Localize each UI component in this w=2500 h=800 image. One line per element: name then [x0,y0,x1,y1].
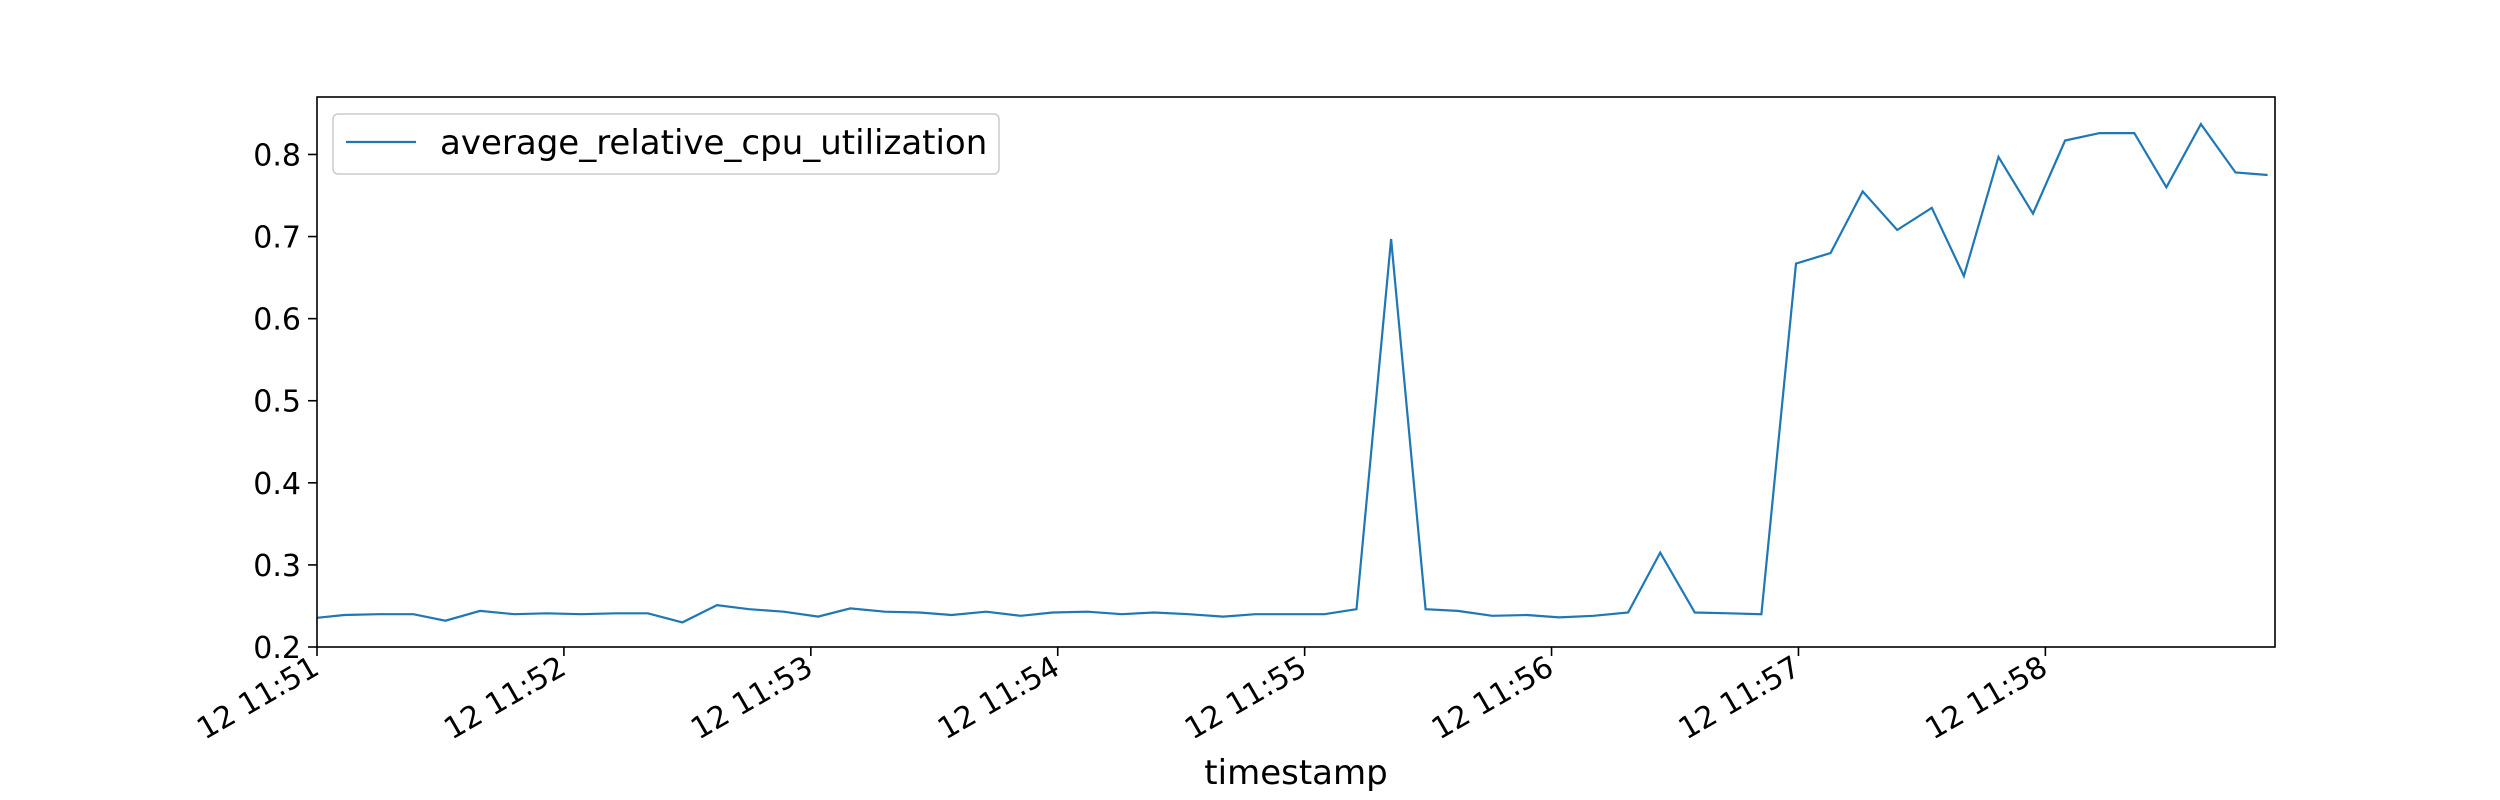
x-tick-label: 12 11:53 [685,650,819,747]
y-tick-label: 0.8 [253,138,301,173]
series-line-average-relative-cpu-utilization [317,122,2268,624]
legend: average_relative_cpu_utilization [332,113,1000,175]
y-tick-label: 0.7 [253,221,301,256]
axes-frame [316,96,2276,648]
x-axis-title: timestamp [1204,753,1387,793]
x-tick-label: 12 11:54 [932,650,1066,747]
y-tick-label: 0.6 [253,303,301,338]
plot-area [316,96,2276,648]
y-tick-label: 0.5 [253,385,301,420]
x-tick-label: 12 11:55 [1179,650,1313,747]
x-tick-label: 12 11:57 [1673,650,1807,747]
y-tick-label: 0.3 [253,549,301,584]
y-axis: 0.2 0.3 0.4 0.5 0.6 0.7 0.8 [253,138,317,666]
x-tick-label: 12 11:56 [1426,650,1560,747]
x-axis: 12 11:51 12 11:52 12 11:53 12 11:54 12 11:55… [191,647,2053,747]
legend-entry-label: average_relative_cpu_utilization [440,123,987,163]
y-tick-label: 0.2 [253,631,301,666]
y-tick-label: 0.4 [253,467,301,502]
legend-box [332,113,1000,175]
x-tick-label: 12 11:58 [1920,650,2054,747]
x-tick-label: 12 11:52 [438,650,572,747]
